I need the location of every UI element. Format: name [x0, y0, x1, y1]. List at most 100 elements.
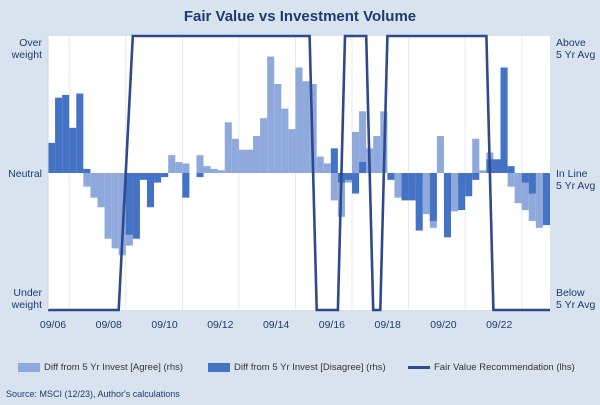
- bar-agree: [373, 136, 381, 173]
- bar-disagree: [125, 173, 133, 235]
- bar-agree: [210, 168, 218, 173]
- x-tick-label: 09/16: [319, 319, 345, 331]
- bar-agree: [118, 173, 126, 256]
- bar-agree: [330, 173, 338, 201]
- bar-agree: [316, 156, 324, 173]
- bar-disagree: [528, 173, 536, 194]
- bar-disagree: [429, 173, 437, 221]
- bar-disagree: [472, 173, 480, 180]
- bar-agree: [224, 122, 232, 173]
- x-tick-label: 09/10: [151, 319, 177, 331]
- bar-disagree: [146, 173, 155, 208]
- bar-disagree: [161, 173, 169, 178]
- x-tick-label: 09/08: [96, 319, 122, 331]
- bar-agree: [97, 173, 105, 208]
- bar-disagree: [196, 173, 204, 178]
- y-right-label-inline: In Line: [556, 168, 588, 180]
- bar-agree: [238, 149, 246, 173]
- bar-disagree: [48, 142, 56, 173]
- bar-agree: [302, 81, 310, 173]
- legend-label-disagree: Diff from 5 Yr Invest [Disagree] (rhs): [234, 362, 386, 373]
- fair-value-line: [48, 34, 550, 312]
- x-tick-label: 09/06: [40, 319, 66, 331]
- y-left-label-over: Over: [19, 37, 42, 49]
- x-tick-label: 09/12: [207, 319, 233, 331]
- bar-disagree: [344, 173, 353, 180]
- bar-agree: [507, 173, 515, 187]
- chart-title: Fair Value vs Investment Volume: [183, 8, 417, 25]
- y-left-label-neutral: Neutral: [8, 168, 42, 180]
- legend-swatch-disagree: [208, 363, 230, 372]
- y-right-label-inline: 5 Yr Avg: [556, 180, 595, 192]
- bar-agree: [479, 170, 487, 173]
- bar-agree: [168, 155, 176, 173]
- y-right-label-below: 5 Yr Avg: [556, 299, 595, 311]
- bar-agree: [288, 129, 296, 173]
- bar-disagree: [507, 166, 515, 173]
- bar-agree: [245, 149, 254, 173]
- bar-disagree: [132, 173, 140, 239]
- bar-agree: [323, 163, 331, 173]
- bar-disagree: [415, 173, 423, 231]
- bar-disagree: [69, 127, 77, 173]
- bar-disagree: [83, 168, 91, 173]
- bar-disagree: [542, 173, 550, 226]
- bar-agree: [196, 155, 204, 173]
- bar-agree: [83, 173, 91, 187]
- bar-agree: [422, 173, 430, 215]
- y-right-label-below: Below: [556, 287, 585, 299]
- legend-item-agree: Diff from 5 Yr Invest [Agree] (rhs): [18, 362, 183, 373]
- bar-agree: [203, 166, 211, 173]
- bar-disagree: [465, 173, 473, 197]
- bar-disagree: [401, 173, 409, 201]
- bar-disagree: [359, 162, 367, 173]
- bar-agree: [182, 163, 190, 173]
- bar-agree: [90, 173, 98, 198]
- bar-disagree: [76, 93, 84, 173]
- bar-agree: [472, 138, 480, 173]
- bar-disagree: [521, 173, 529, 183]
- bar-agree: [253, 136, 261, 173]
- bar-disagree: [62, 94, 70, 173]
- bar-agree: [436, 136, 444, 173]
- bar-disagree: [408, 173, 416, 201]
- y-right-label-above: 5 Yr Avg: [556, 49, 595, 61]
- legend-label-fair-value: Fair Value Recommendation (lhs): [434, 362, 575, 373]
- bar-disagree: [352, 173, 360, 194]
- bar-disagree: [330, 148, 338, 173]
- bar-agree: [521, 173, 529, 210]
- bar-agree: [535, 173, 543, 228]
- bar-agree: [217, 170, 225, 173]
- bar-agree: [359, 111, 367, 173]
- bar-disagree: [443, 173, 452, 238]
- chart-legend: Diff from 5 Yr Invest [Agree] (rhs) Diff…: [0, 362, 600, 376]
- x-tick-label: 09/18: [375, 319, 401, 331]
- y-left-label-under: Under: [13, 287, 42, 299]
- source-note: Source: MSCI (12/23), Author's calculati…: [6, 389, 180, 399]
- x-tick-label: 09/14: [263, 319, 289, 331]
- bar-agree: [528, 173, 536, 221]
- y-left-label-over: weight: [11, 49, 42, 61]
- bar-agree: [352, 131, 360, 173]
- bar-agree: [295, 67, 303, 173]
- bar-agree: [281, 108, 289, 173]
- legend-item-fair-value: Fair Value Recommendation (lhs): [408, 362, 575, 373]
- legend-swatch-fair-value: [408, 366, 430, 369]
- bar-agree: [231, 138, 239, 173]
- bar-agree: [104, 173, 112, 239]
- bar-disagree: [154, 173, 162, 183]
- bar-agree: [274, 83, 282, 173]
- bar-agree: [394, 173, 402, 198]
- bar-agree: [260, 118, 268, 173]
- x-tick-label: 09/20: [430, 319, 456, 331]
- bar-disagree: [55, 97, 63, 173]
- y-right-label-above: Above: [556, 37, 586, 49]
- bar-disagree: [139, 173, 147, 180]
- legend-item-disagree: Diff from 5 Yr Invest [Disagree] (rhs): [208, 362, 386, 373]
- bar-disagree: [387, 173, 395, 180]
- bar-agree: [451, 173, 459, 212]
- bar-disagree: [458, 173, 466, 210]
- y-left-label-under: weight: [11, 299, 42, 311]
- bar-agree: [175, 162, 183, 173]
